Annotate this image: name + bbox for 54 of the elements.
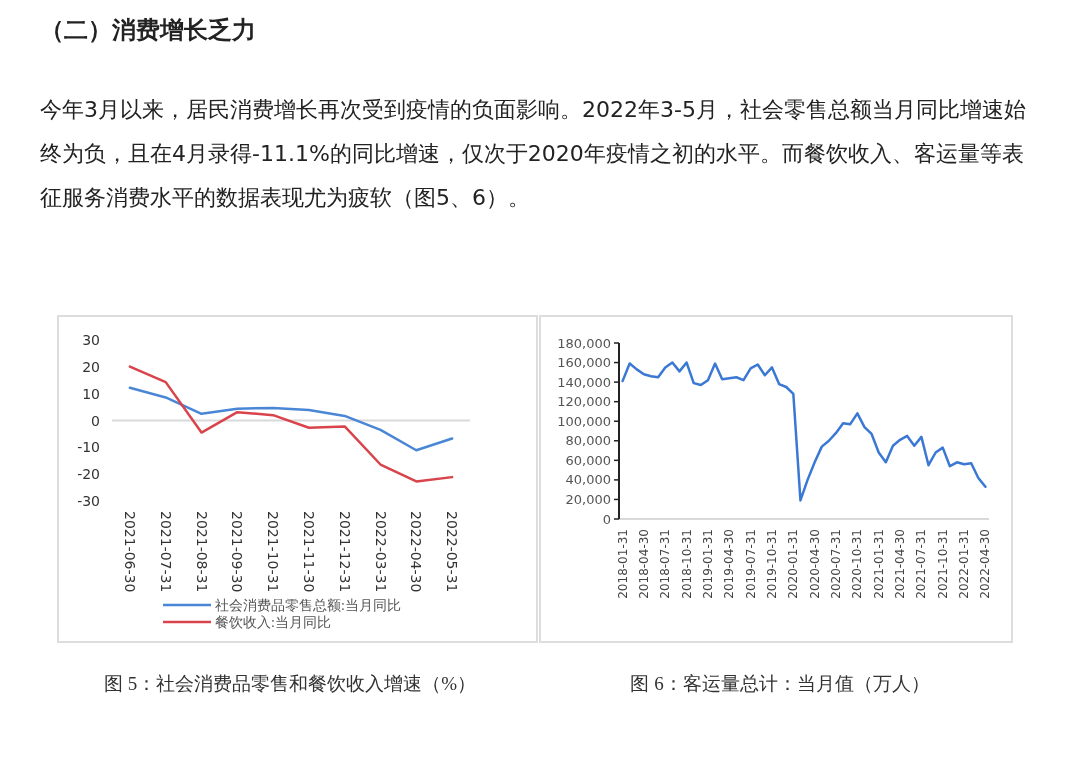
x-tick-label: 2020-10-31 — [850, 529, 865, 599]
x-tick-label: 2021-12-31 — [336, 511, 353, 593]
text: 图 5：社会消费品零售和餐饮收入增速（%） — [103, 673, 477, 694]
x-tick-label: 2022-03-31 — [372, 511, 389, 593]
text: （二）消费增长乏力 — [40, 15, 256, 46]
line-series — [128, 386, 454, 452]
y-tick-label: 160,000 — [557, 355, 611, 371]
x-tick-label: 2021-07-31 — [157, 511, 174, 593]
y-tick-label: 10 — [82, 385, 100, 402]
x-tick-label: 2019-10-31 — [764, 529, 779, 599]
x-tick-label: 2018-01-31 — [615, 529, 630, 599]
x-tick-label: 2021-07-31 — [914, 529, 929, 599]
text: 今年3月以来，居民消费增长再次受到疫情的负面影响。2022年3-5月，社会零售总额当月同比增速始终为负，且在4月录得-11.1%的同比增速，仅次于2020年疫情之初的水平。而餐饮收入、客运量等表征服务消费水平的数据表现尤为疲软（图5、6）。 — [40, 96, 1027, 212]
y-tick-label: 0 — [602, 511, 611, 527]
x-tick-label: 2018-04-30 — [636, 529, 651, 599]
x-tick-label: 2019-07-31 — [743, 529, 758, 599]
x-tick-label: 2021-10-31 — [265, 511, 282, 593]
x-tick-label: 2022-04-30 — [978, 529, 993, 599]
x-tick-label: 2022-04-30 — [408, 511, 425, 593]
x-tick-label: 2020-01-31 — [786, 529, 801, 599]
y-tick-label: 60,000 — [565, 452, 611, 468]
text: 图 6：客运量总计：当月值（万人） — [630, 673, 930, 694]
x-tick-label: 2021-04-30 — [893, 529, 908, 599]
x-tick-label: 2019-04-30 — [722, 529, 737, 599]
x-tick-label: 2021-11-30 — [300, 511, 317, 593]
x-tick-label: 2018-07-31 — [658, 529, 673, 599]
x-tick-label: 2021-06-30 — [121, 511, 138, 593]
x-tick-label: 2021-08-31 — [193, 511, 210, 593]
x-tick-label: 2019-01-31 — [700, 529, 715, 599]
legend-label: 餐饮收入:当月同比 — [215, 614, 331, 630]
y-tick-label: 0 — [91, 412, 100, 429]
y-tick-label: 20,000 — [565, 491, 611, 507]
x-tick-label: 2021-01-31 — [871, 529, 886, 599]
line-series — [128, 365, 454, 483]
x-tick-label: 2018-10-31 — [679, 529, 694, 599]
y-tick-label: 40,000 — [565, 472, 611, 488]
y-tick-label: 100,000 — [557, 413, 611, 429]
y-tick-label: 20 — [82, 358, 100, 375]
line-series — [621, 361, 987, 502]
y-tick-label: 120,000 — [557, 394, 611, 410]
x-tick-label: 2020-04-30 — [807, 529, 822, 599]
legend-label: 社会消费品零售总额:当月同比 — [215, 597, 401, 613]
y-tick-label: 80,000 — [565, 433, 611, 449]
y-tick-label: 140,000 — [557, 374, 611, 390]
y-tick-label: 30 — [82, 332, 100, 348]
y-tick-label: -10 — [77, 439, 100, 456]
x-tick-label: 2020-07-31 — [829, 529, 844, 599]
x-tick-label: 2021-09-30 — [229, 511, 246, 593]
x-tick-label: 2022-01-31 — [957, 529, 972, 599]
y-tick-label: -20 — [77, 466, 100, 483]
y-tick-label: -30 — [77, 493, 100, 509]
x-tick-label: 2022-05-31 — [444, 511, 461, 593]
x-tick-label: 2021-10-31 — [935, 529, 950, 599]
y-tick-label: 180,000 — [557, 335, 611, 351]
